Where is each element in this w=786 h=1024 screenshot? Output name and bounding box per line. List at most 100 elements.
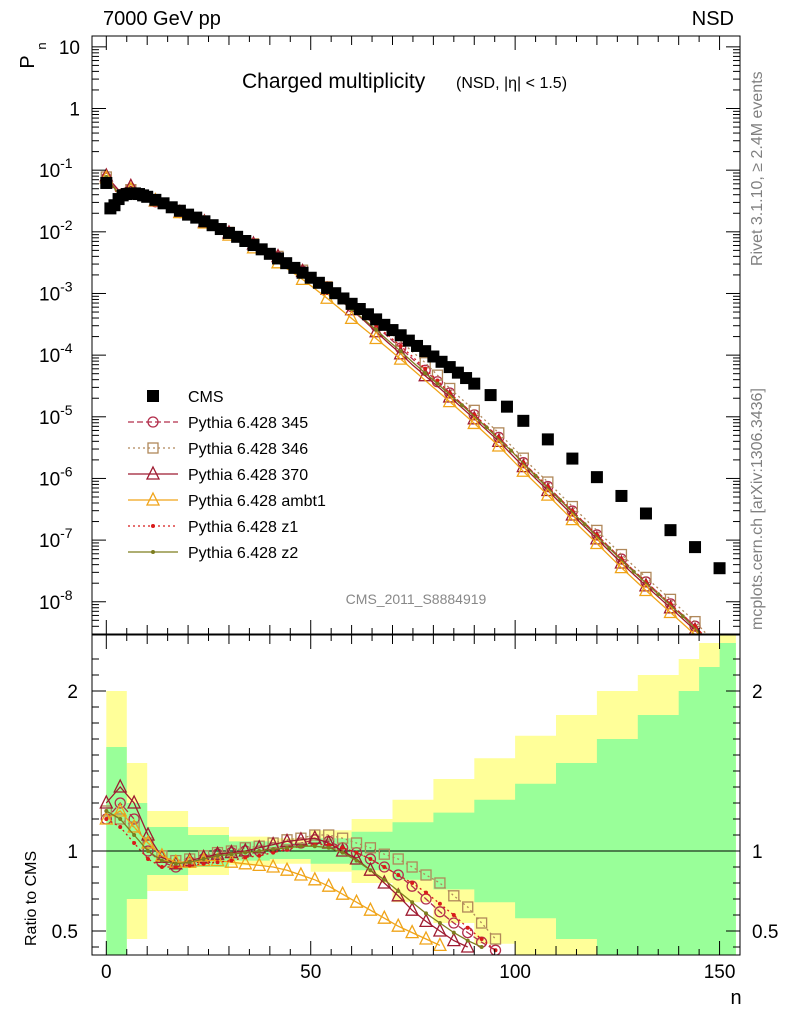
- data-point: [344, 309, 359, 325]
- data-point: [437, 901, 442, 906]
- data-point: [173, 865, 178, 869]
- data-point: [104, 817, 109, 821]
- main-frame: [91, 35, 741, 635]
- data-point: [391, 917, 406, 932]
- data-point: [147, 442, 159, 454]
- ratio-tick-label-right: 1: [752, 842, 763, 863]
- data-point: [364, 842, 377, 854]
- legend-label: Pythia 6.428 345: [188, 415, 308, 432]
- data-point: [323, 829, 335, 841]
- rivet-version-label: Rivet 3.1.10, ≥ 2.4M events: [749, 71, 766, 266]
- data-point: [484, 425, 489, 430]
- data-point: [516, 462, 531, 477]
- data-point: [479, 937, 484, 941]
- data-point: [151, 524, 155, 528]
- data-point: [607, 546, 612, 551]
- data-point: [340, 850, 345, 855]
- x-tick-label: 150: [704, 962, 736, 983]
- data-point: [368, 857, 373, 861]
- data-point: [99, 794, 114, 809]
- data-point: [350, 837, 363, 849]
- data-point: [688, 621, 702, 634]
- data-point: [442, 393, 457, 408]
- data-point: [465, 938, 470, 943]
- legend-label: Pythia 6.428 370: [188, 467, 308, 484]
- data-point: [615, 489, 628, 502]
- data-point: [689, 541, 702, 554]
- legend-label: Pythia 6.428 z2: [188, 545, 298, 562]
- data-point: [434, 906, 446, 918]
- data-point: [391, 887, 406, 902]
- y-axis-label-sub: n: [34, 42, 49, 49]
- data-point: [489, 944, 502, 955]
- legend-item: Pythia 6.428 z2: [128, 545, 298, 562]
- data-point: [118, 825, 123, 829]
- data-point: [113, 802, 128, 817]
- legend-item: Pythia 6.428 z1: [128, 519, 298, 536]
- ratio-series-3: [99, 802, 447, 952]
- y-tick-label: 10-8: [39, 587, 73, 614]
- ratio-axis-label: Ratio to CMS: [23, 851, 40, 946]
- data-point: [631, 569, 636, 574]
- data-point: [558, 498, 563, 503]
- data-point: [459, 403, 464, 408]
- ratio-bands: [106, 635, 736, 955]
- ratio-line: [105, 810, 441, 946]
- data-point: [446, 932, 461, 947]
- data-point: [541, 433, 554, 446]
- y-tick-label: 10-2: [39, 217, 73, 244]
- data-point: [392, 869, 404, 881]
- data-point: [326, 845, 331, 850]
- data-point: [146, 849, 151, 853]
- data-point: [114, 797, 126, 809]
- data-point: [382, 877, 387, 882]
- y-tick-exponent: -1: [60, 155, 73, 171]
- data-point: [475, 917, 488, 929]
- data-point: [664, 524, 677, 537]
- data-point: [271, 850, 276, 855]
- data-point: [140, 834, 156, 849]
- data-point: [146, 857, 151, 861]
- stat-band: [106, 643, 736, 955]
- watermark: CMS_2011_S8884919: [346, 591, 487, 607]
- ratio-tick-label: 1: [67, 842, 78, 863]
- data-point: [418, 930, 434, 945]
- mc-series-1: [100, 171, 708, 634]
- data-point: [451, 913, 456, 917]
- data-point: [369, 330, 384, 345]
- y-tick-label: 10-4: [39, 340, 73, 367]
- data-point: [435, 381, 440, 386]
- data-point: [406, 861, 418, 873]
- main-series: [99, 167, 726, 634]
- data-point: [201, 857, 206, 861]
- ratio-tick-label-right: 2: [752, 682, 763, 703]
- data-point: [378, 848, 390, 860]
- data-point: [145, 465, 161, 480]
- data-point: [104, 809, 109, 813]
- data-point: [215, 853, 220, 858]
- data-point: [100, 805, 112, 817]
- y-tick-label: 10: [59, 38, 80, 59]
- data-point: [619, 557, 624, 562]
- data-point: [493, 948, 498, 953]
- data-point: [448, 890, 460, 902]
- data-point: [582, 522, 587, 527]
- data-point: [132, 841, 137, 845]
- data-point: [377, 909, 392, 924]
- data-point: [293, 866, 308, 881]
- ratio-tick-label-right: 0.5: [752, 922, 778, 943]
- data-point: [99, 810, 114, 825]
- y-tick-exponent: -8: [60, 587, 73, 603]
- data-point: [465, 925, 470, 930]
- data-point: [517, 414, 530, 427]
- data-point: [266, 858, 281, 873]
- data-point: [460, 938, 475, 953]
- ratio-tick-label: 2: [67, 682, 78, 703]
- data-point: [201, 861, 206, 866]
- x-tick-label: 50: [300, 962, 321, 983]
- data-point: [418, 912, 434, 928]
- main-panel: [99, 167, 726, 634]
- data-point: [393, 350, 408, 365]
- data-point: [432, 936, 447, 952]
